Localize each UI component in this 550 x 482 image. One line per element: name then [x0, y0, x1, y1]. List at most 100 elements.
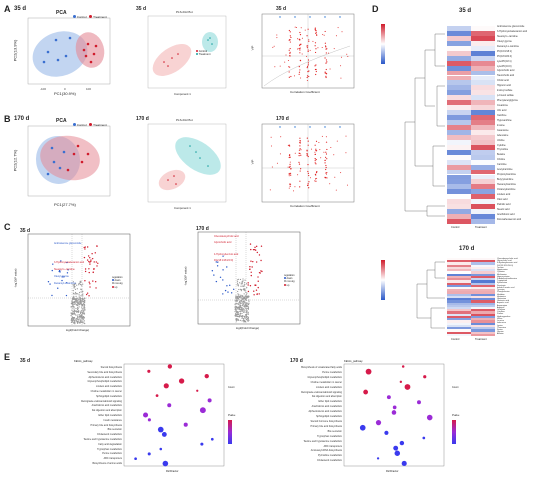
heatmap-row-label: Xanthine [497, 113, 507, 117]
pca-a-plot: PCA -100 0 100 Control Treatment PC1(30.9%… [12, 10, 113, 96]
data-point [299, 170, 301, 172]
data-point [306, 35, 308, 37]
data-point [72, 290, 74, 292]
vip-scatter-a: 35 d Correlation Coefficient VIP [250, 6, 358, 98]
kegg-170: 170 d KEGG_pathway Biosynthesis of unsat… [286, 356, 526, 478]
data-point [241, 297, 243, 299]
heatmap-row-label: Glutamine [497, 297, 507, 300]
data-point [307, 164, 309, 166]
data-point [306, 67, 308, 69]
data-point [235, 305, 237, 308]
data-point [60, 260, 62, 262]
heatmap-row-label: Serotonin [497, 284, 506, 287]
data-point [307, 28, 309, 30]
data-point [89, 263, 91, 265]
data-point [238, 315, 240, 317]
data-point [315, 48, 317, 50]
data-point [236, 303, 238, 305]
data-point [346, 184, 348, 186]
pathway-dot [399, 380, 403, 384]
data-point [237, 285, 239, 287]
nonsig-dot-icon [112, 282, 114, 285]
data-point [82, 313, 84, 315]
data-point [250, 260, 252, 262]
heatmap-row-label: Methionine [497, 273, 507, 276]
data-point [248, 302, 250, 305]
volcano-35-ylabel: -log10(P value) [13, 268, 18, 288]
heatmap-cell [471, 120, 495, 125]
heatmap-cell [447, 139, 471, 145]
data-point [216, 265, 219, 267]
data-point [241, 281, 243, 284]
data-point [240, 309, 242, 311]
heatmap-cell [471, 304, 495, 308]
heatmap-row-label: Proline [497, 313, 504, 316]
pathway-dot [422, 436, 426, 440]
pca-a-legend: Control Treatment [73, 15, 107, 19]
annotation: Glycocholic acid [214, 241, 232, 244]
data-point [289, 161, 291, 163]
heatmap-cell [447, 327, 471, 330]
data-point [289, 165, 291, 167]
data-point [253, 248, 256, 251]
data-point [84, 268, 87, 270]
data-point [235, 295, 237, 297]
pca-b-title: PCA [56, 118, 67, 124]
heatmap-row-label: Butyrylcarnitine [497, 178, 514, 182]
data-point [233, 288, 235, 291]
data-point [76, 288, 78, 290]
data-point [243, 320, 246, 322]
pathway-dot [196, 389, 199, 392]
data-point [324, 72, 326, 74]
pathway-dot [375, 420, 382, 426]
data-point [230, 292, 233, 294]
data-point [215, 261, 217, 263]
up-dot-icon [112, 285, 114, 288]
data-point [314, 162, 316, 164]
data-point [244, 321, 247, 323]
heatmap-cell [447, 266, 471, 270]
data-point [82, 303, 85, 305]
heatmap-row-label: Tryptophan [497, 280, 508, 283]
plsda-b-title: PLS-DA Plot [176, 118, 193, 122]
data-point [243, 304, 245, 306]
legend-item: down [286, 277, 293, 281]
data-point [325, 166, 327, 169]
pathway-label: Taurine and hypotaurine metabolism [303, 439, 342, 443]
heatmap-cell [471, 35, 495, 41]
annotation: DG(18:1/18:2/0:0) [214, 259, 234, 262]
pathway-label: Choline metabolism in cancer [90, 389, 122, 393]
kegg-35-pathways: Steroid biosynthesis Secondary bile acid … [26, 366, 122, 467]
data-point [289, 154, 291, 156]
data-point [234, 315, 236, 317]
kegg-170-colorbar [452, 420, 456, 444]
heatmap-cell [471, 311, 495, 314]
pathway-label: Steroid hormone biosynthesis [310, 419, 343, 423]
plsda-b-day: 170 d [136, 116, 149, 122]
pathway-dot [404, 384, 411, 390]
data-point [83, 305, 85, 308]
data-point [245, 291, 247, 293]
data-point [300, 43, 302, 45]
data-point [288, 66, 291, 68]
data-point [82, 310, 84, 312]
heatmap-cell [471, 307, 495, 310]
heatmap-row-label: Alanine [497, 333, 504, 336]
data-point [315, 150, 318, 152]
data-point [82, 309, 85, 311]
pathway-label: Fat digestion and absorption [91, 409, 122, 413]
heatmap-row-label: Leucine [497, 320, 505, 323]
data-point [80, 291, 82, 293]
data-point [315, 140, 318, 142]
heatmap-row-label: Hypoxanthine [497, 118, 512, 122]
heatmap-cell [447, 169, 471, 175]
heatmap-170-xlabel-treatment: Treatment [475, 338, 487, 341]
data-point [77, 300, 79, 302]
data-point [299, 33, 302, 36]
data-point [324, 162, 326, 164]
data-point [236, 279, 239, 281]
data-point [317, 47, 319, 49]
data-point [315, 34, 318, 36]
heatmap-row-label: DG(18:1/18:2/0:0) [497, 264, 514, 267]
data-point [247, 296, 249, 298]
